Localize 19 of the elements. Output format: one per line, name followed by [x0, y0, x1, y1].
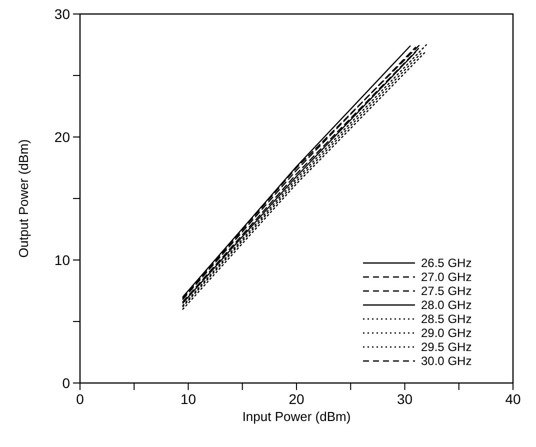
legend-label: 27.5 GHz: [421, 284, 472, 298]
y-axis-title: Output Power (dBm): [16, 139, 31, 258]
x-tick-label: 40: [505, 391, 521, 407]
legend-label: 29.5 GHz: [421, 340, 472, 354]
y-tick-label: 10: [54, 252, 70, 268]
x-tick-label: 30: [396, 391, 413, 407]
y-tick-label: 20: [54, 128, 70, 145]
legend-label: 28.0 GHz: [421, 298, 472, 312]
legend-label: 27.0 GHz: [421, 270, 472, 284]
x-tick-label: 0: [76, 391, 84, 407]
legend-label: 30.0 GHz: [421, 354, 472, 368]
x-tick-label: 20: [288, 391, 304, 407]
x-axis-title: Input Power (dBm): [242, 409, 351, 424]
x-tick-label: 10: [180, 391, 196, 407]
legend-label: 29.0 GHz: [421, 326, 472, 340]
y-tick-label: 0: [62, 374, 70, 391]
y-tick-label: 30: [54, 6, 70, 22]
legend-label: 26.5 GHz: [421, 256, 472, 270]
legend-label: 28.5 GHz: [421, 312, 472, 326]
